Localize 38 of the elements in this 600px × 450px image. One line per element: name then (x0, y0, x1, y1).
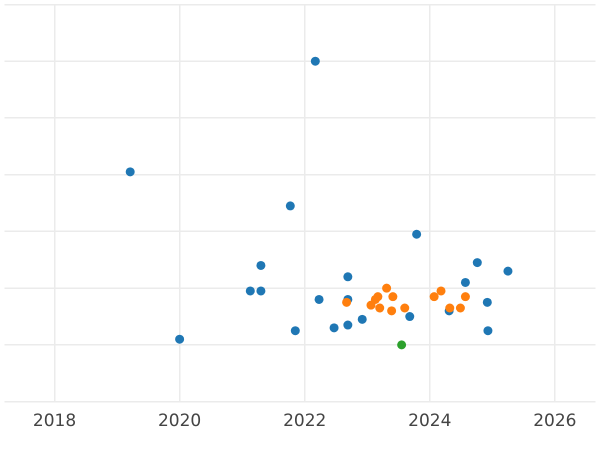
point (387, 306, 396, 316)
point (310, 56, 320, 66)
point (445, 304, 454, 312)
point (456, 304, 465, 312)
point (412, 230, 422, 239)
x-tick-label: 2022 (283, 411, 326, 432)
point (175, 334, 184, 344)
x-tick-label: 2020 (158, 411, 202, 432)
point (397, 340, 406, 350)
point (375, 304, 384, 312)
point (472, 258, 482, 268)
point (286, 201, 295, 210)
point (256, 286, 266, 296)
point (358, 314, 367, 324)
point (503, 266, 512, 276)
x-tick-label: 2026 (533, 411, 576, 432)
point (460, 278, 470, 287)
point (343, 320, 352, 330)
point (400, 304, 410, 312)
point (256, 260, 266, 270)
point (342, 298, 352, 307)
point (343, 272, 352, 282)
point (436, 286, 446, 296)
point (330, 323, 339, 332)
point (382, 284, 392, 293)
point (126, 167, 135, 176)
point (430, 292, 439, 302)
point (460, 292, 470, 302)
point (405, 312, 414, 322)
x-tick-label: 2024 (408, 411, 452, 432)
point (483, 326, 492, 336)
point (314, 294, 324, 304)
point (246, 286, 255, 296)
point (388, 292, 398, 302)
x-tick-label: 2018 (32, 411, 76, 432)
point (290, 326, 300, 336)
point (366, 300, 376, 310)
point (482, 298, 492, 307)
